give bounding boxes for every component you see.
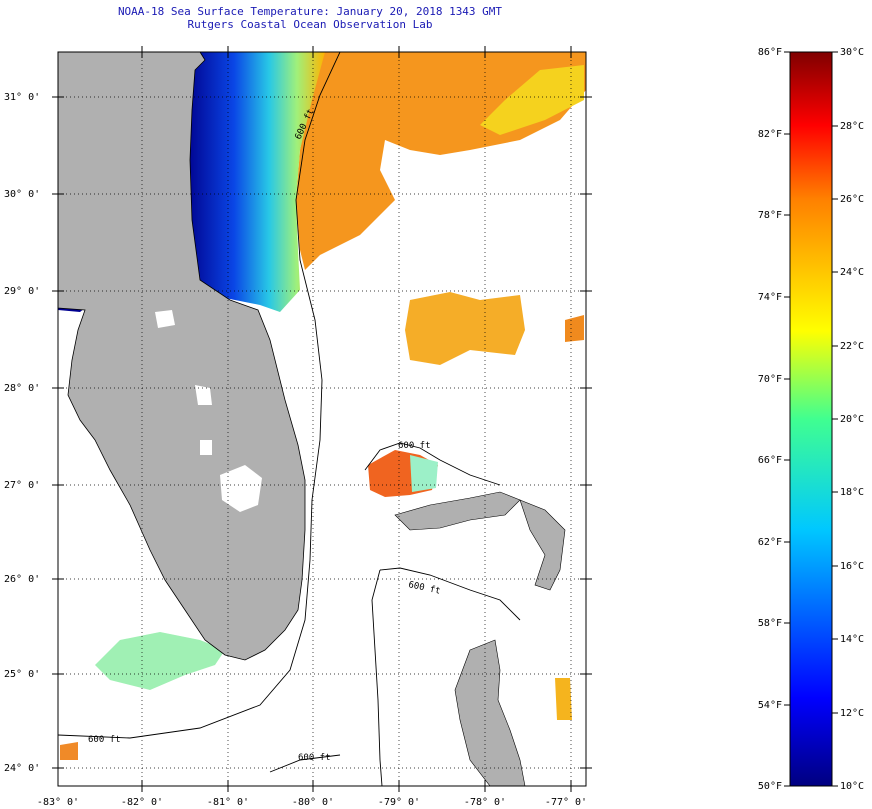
celsius-labels: 30°C 28°C 26°C 24°C 22°C 20°C 18°C 16°C … [840,47,864,792]
c-label: 24°C [840,267,864,278]
bathymetry-contour-south [269,754,341,773]
lon-label: -78° 0' [464,797,506,808]
andros-land [454,639,526,786]
lat-label: 26° 0' [4,574,40,585]
f-label: 86°F [758,47,782,58]
c-label: 26°C [840,194,864,205]
c-label: 30°C [840,47,864,58]
f-label: 58°F [758,618,782,629]
warm-patch-east [565,315,584,342]
c-label: 12°C [840,708,864,719]
lon-label: -83° 0' [37,797,79,808]
warm-patch-mid [405,292,525,365]
lon-label: -82° 0' [121,797,163,808]
c-label: 18°C [840,487,864,498]
colorbar-ticks [784,51,838,787]
warm-yellow-patch [480,65,584,135]
lon-label: -79° 0' [378,797,420,808]
land-cloud-1 [155,310,175,328]
f-label: 78°F [758,210,782,221]
lat-label: 25° 0' [4,669,40,680]
f-label: 82°F [758,129,782,140]
f-label: 74°F [758,292,782,303]
f-label: 70°F [758,374,782,385]
lat-label: 24° 0' [4,763,40,774]
lat-label: 28° 0' [4,383,40,394]
warm-patch-southeast [555,678,572,720]
bathymetry-contour-tongue [371,567,521,786]
f-label: 54°F [758,700,782,711]
bathymetry-contour-bahamas [364,442,501,486]
graticule [58,52,586,786]
fahrenheit-labels: 86°F 82°F 78°F 74°F 70°F 66°F 62°F 58°F … [758,47,782,792]
contour-label: 600 ft [88,735,121,745]
map-subtitle: Rutgers Coastal Ocean Observation Lab [187,18,433,31]
f-label: 62°F [758,537,782,548]
lat-label: 30° 0' [4,189,40,200]
keys-cool-patch [95,632,225,690]
latitude-labels: 31° 0' 30° 0' 29° 0' 28° 0' 27° 0' 26° 0… [4,92,40,774]
f-label: 66°F [758,455,782,466]
c-label: 10°C [840,781,864,792]
map-frame [57,51,587,787]
bahamas-cool-patch [410,455,438,492]
lake-okeechobee [220,465,262,512]
lat-label: 29° 0' [4,286,40,297]
lat-ticks [52,46,592,792]
map-title: NOAA-18 Sea Surface Temperature: January… [117,5,503,18]
land-cloud-2 [195,385,212,405]
land-cloud-3 [200,440,212,455]
lon-label: -80° 0' [292,797,334,808]
lon-label: -77° 0' [545,797,587,808]
contour-label: 600 ft [398,441,431,451]
c-label: 16°C [840,561,864,572]
cold-shelf-water [185,52,325,312]
color-scale-bar [789,51,833,787]
grand-bahama-land [394,491,521,531]
longitude-labels: -83° 0' -82° 0' -81° 0' -80° 0' -79° 0' … [37,797,587,808]
contour-label: 600 ft [298,753,331,763]
bathymetry-contour-600ft [58,52,341,739]
warm-patch-southwest [60,742,78,760]
f-label: 50°F [758,781,782,792]
lat-label: 31° 0' [4,92,40,103]
c-label: 14°C [840,634,864,645]
c-label: 20°C [840,414,864,425]
abaco-land [519,499,566,591]
lat-label: 27° 0' [4,480,40,491]
c-label: 28°C [840,121,864,132]
c-label: 22°C [840,341,864,352]
lon-label: -81° 0' [207,797,249,808]
